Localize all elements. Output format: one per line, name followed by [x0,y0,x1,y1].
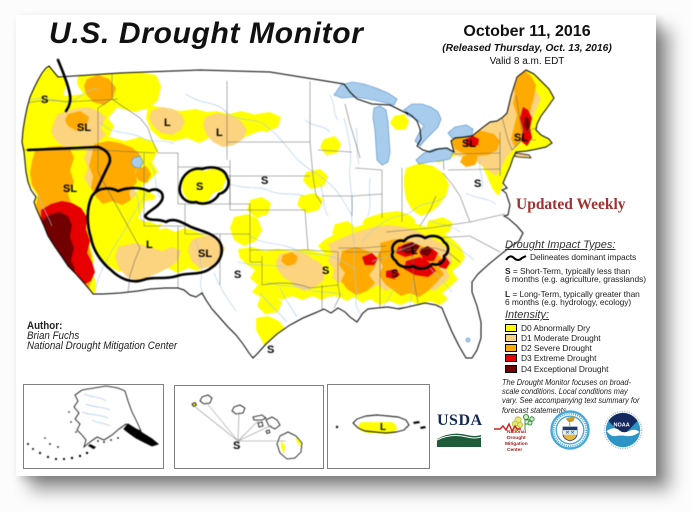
svg-text:Mitigation: Mitigation [505,441,528,447]
svg-text:L: L [164,117,171,129]
svg-text:SL: SL [63,183,77,195]
svg-text:S: S [41,94,48,106]
svg-text:SL: SL [198,248,212,260]
svg-text:National: National [507,429,526,435]
svg-text:S: S [267,344,274,356]
svg-text:SL: SL [462,138,476,150]
svg-text:S: S [196,181,203,193]
svg-text:SL: SL [514,132,528,144]
svg-text:S: S [233,440,240,452]
svg-text:SL: SL [77,122,91,134]
svg-text:L: L [146,239,153,251]
svg-text:S: S [261,175,268,187]
svg-text:L: L [380,422,386,433]
svg-text:Drought: Drought [507,435,526,441]
svg-text:Center: Center [507,447,522,453]
svg-text:S: S [322,265,329,277]
svg-text:S: S [391,268,398,280]
svg-text:NOAA: NOAA [614,423,630,429]
svg-text:S: S [234,269,241,281]
svg-text:L: L [411,245,418,257]
svg-text:L: L [216,127,223,139]
svg-text:S: S [474,178,481,190]
